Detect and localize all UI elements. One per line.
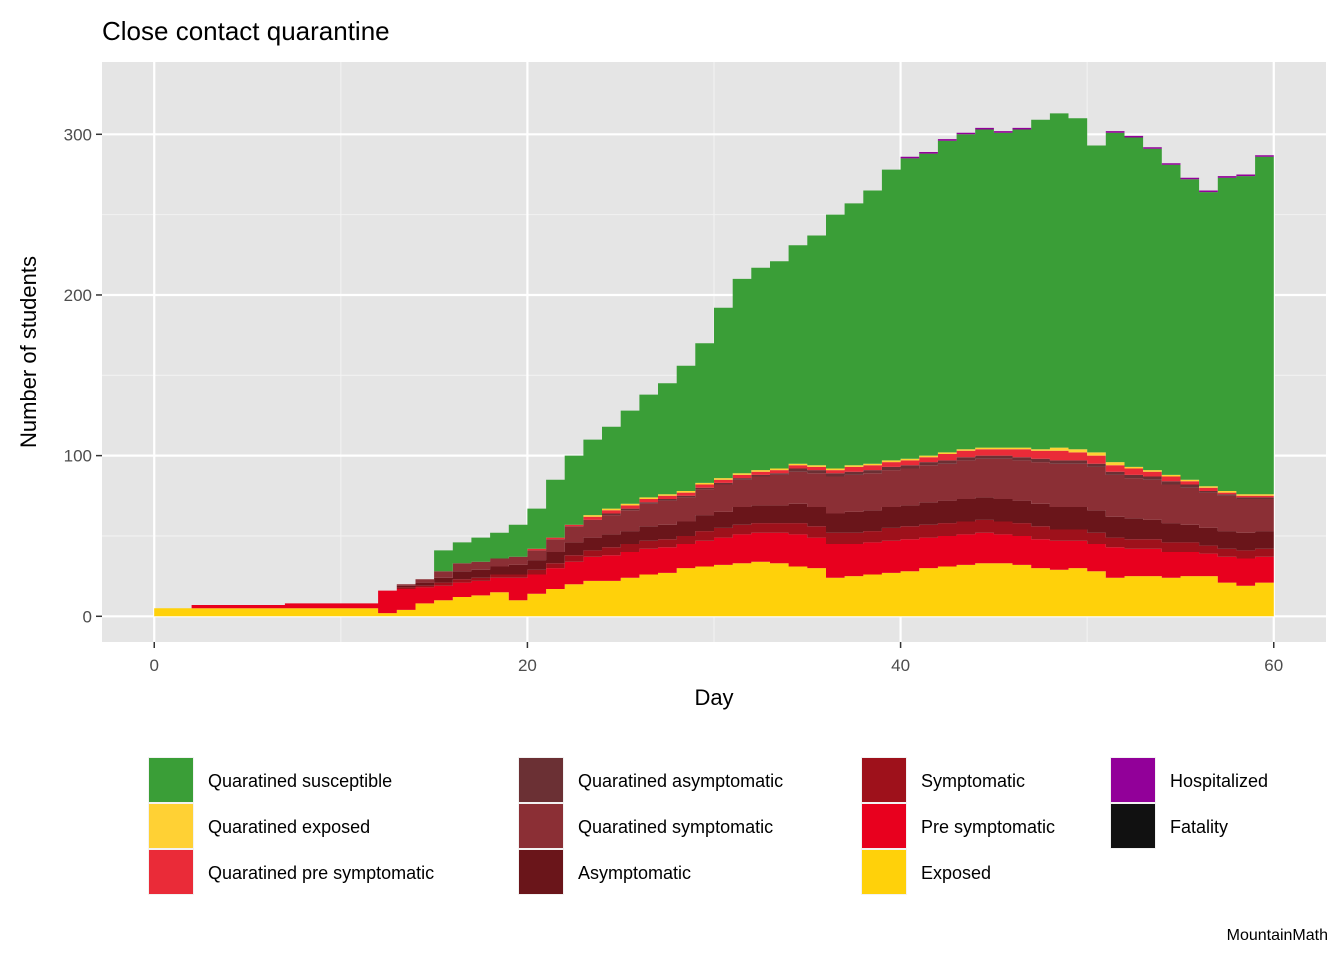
legend-label: Quaratined symptomatic [578,817,773,837]
legend-item: Exposed [861,849,991,895]
legend-label: Symptomatic [921,771,1025,791]
x-tick-label: 40 [891,656,910,675]
area-symptomatic [154,519,1274,609]
legend-item: Symptomatic [861,757,1025,803]
legend-item: Pre symptomatic [861,803,1055,849]
legend: Quaratined susceptible Quaratined exposed… [148,757,1268,895]
legend-swatch [149,804,193,848]
legend-swatch [519,850,563,894]
legend-swatch [519,804,563,848]
area-quaratined-symptomatic [154,458,1274,609]
y-tick-label: 0 [83,607,92,626]
legend-item: Fatality [1110,803,1228,849]
legend-item: Quaratined susceptible [148,757,392,803]
y-axis: 0 100 200 300 [64,125,102,626]
legend-swatch [862,850,906,894]
legend-label: Quaratined asymptomatic [578,771,783,791]
legend-item: Asymptomatic [518,849,691,895]
area-pre-symptomatic [154,532,1274,614]
y-tick-label: 300 [64,125,92,144]
legend-swatch [1111,758,1155,802]
y-axis-title: Number of students [16,256,41,448]
legend-swatch [149,850,193,894]
legend-label: Fatality [1170,817,1228,837]
area-asymptomatic [154,497,1274,609]
x-tick-label: 60 [1264,656,1283,675]
legend-item: Quaratined asymptomatic [518,757,783,803]
chart-title: Close contact quarantine [102,16,390,46]
legend-label: Quaratined exposed [208,817,370,837]
legend-label: Asymptomatic [578,863,691,883]
legend-item: Quaratined symptomatic [518,803,773,849]
y-tick-label: 100 [64,447,92,466]
legend-label: Hospitalized [1170,771,1268,791]
legend-label: Quaratined susceptible [208,771,392,791]
legend-item: Quaratined pre symptomatic [148,849,434,895]
legend-label: Quaratined pre symptomatic [208,863,434,883]
area-quaratined-susceptible [154,113,1274,609]
y-tick-label: 200 [64,286,92,305]
legend-label: Pre symptomatic [921,817,1055,837]
x-axis: 0 20 40 60 [150,642,1283,675]
legend-swatch [519,758,563,802]
x-tick-label: 0 [150,656,159,675]
area-exposed [154,561,1274,617]
x-tick-label: 20 [518,656,537,675]
legend-swatch [1111,804,1155,848]
x-axis-title: Day [694,685,733,710]
caption: MountainMath [1227,927,1328,944]
area-quaratined-pre-symptomatic [154,449,1274,609]
legend-swatch [149,758,193,802]
stacked-areas [154,113,1274,617]
legend-item: Quaratined exposed [148,803,370,849]
legend-swatch [862,804,906,848]
legend-label: Exposed [921,863,991,883]
legend-swatch [862,758,906,802]
legend-item: Hospitalized [1110,757,1268,803]
